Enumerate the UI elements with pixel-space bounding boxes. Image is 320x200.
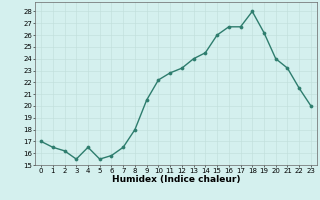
X-axis label: Humidex (Indice chaleur): Humidex (Indice chaleur) [112,175,240,184]
